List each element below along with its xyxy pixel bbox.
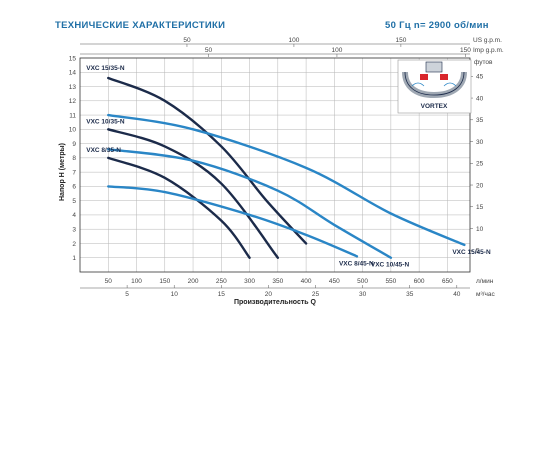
feet-unit-label: футов: [474, 59, 493, 66]
secondary-x-tick-label: 15: [218, 291, 226, 298]
series-curves: [107, 76, 466, 259]
us-gpm-unit-label: US g.p.m.: [473, 37, 502, 44]
y-tick-label: 13: [69, 84, 77, 91]
series-label: VXC 8/45-N: [339, 260, 374, 267]
series-label: VXC 15/45-N: [452, 249, 491, 256]
series-line: [107, 113, 466, 247]
x-axis-title: Производительность Q: [234, 299, 317, 306]
us-gpm-tick-label: 50: [183, 37, 191, 44]
series-label: VXC 15/35-N: [86, 65, 125, 72]
us-gpm-tick-label: 150: [395, 37, 406, 44]
secondary-x-tick-label: 25: [312, 291, 320, 298]
series-label: VXC 10/35-N: [86, 118, 125, 125]
y-tick-label: 12: [69, 98, 77, 105]
vortex-label: VORTEX: [421, 103, 448, 110]
x-tick-label: 50: [105, 278, 113, 285]
x-tick-label: 600: [414, 278, 425, 285]
series-line: [107, 148, 393, 259]
y-tick-label: 15: [69, 55, 77, 62]
imp-gpm-tick-label: 50: [205, 47, 213, 54]
x-tick-label: 550: [385, 278, 396, 285]
x-tick-label: 250: [216, 278, 227, 285]
feet-tick-label: 5: [476, 248, 480, 255]
series-labels: VXC 15/35-N VXC 10/35-N VXC 8/35-N VXC 15/4…: [86, 65, 491, 269]
secondary-x-tick-label: 20: [265, 291, 273, 298]
imp-gpm-unit-label: Imp g.p.m.: [473, 47, 504, 54]
x-tick-label: 400: [301, 278, 312, 285]
feet-tick-label: 25: [476, 161, 484, 168]
series-line: [107, 128, 280, 259]
y-tick-label: 2: [72, 241, 76, 248]
feet-tick-label: 40: [476, 95, 484, 102]
flow-arrows-icon: [411, 82, 457, 87]
secondary-x-tick-label: 5: [125, 291, 129, 298]
feet-tick-label: 20: [476, 182, 484, 189]
x-tick-label: 500: [357, 278, 368, 285]
y-tick-label: 4: [72, 212, 76, 219]
x-tick-label: 350: [272, 278, 283, 285]
secondary-x-tick-label: 40: [453, 291, 461, 298]
x-tick-label: 300: [244, 278, 255, 285]
feet-tick-label: 15: [476, 204, 484, 211]
secondary-x-tick-label: 35: [406, 291, 414, 298]
imp-gpm-tick-label: 150: [460, 47, 471, 54]
impeller-left-icon: [420, 74, 428, 80]
y-tick-label: 7: [72, 169, 76, 176]
y-tick-label: 6: [72, 184, 76, 191]
chart-frame: [79, 57, 471, 273]
secondary-x-tick-label: 10: [171, 291, 179, 298]
y-tick-label: 11: [69, 112, 76, 119]
feet-tick-label: 10: [476, 226, 484, 233]
secondary-x-unit-label: м³/час: [476, 291, 495, 298]
series-label: VXC 8/35-N: [86, 147, 121, 154]
feet-tick-label: 35: [476, 117, 484, 124]
series-line: [107, 76, 308, 245]
chart-subtitle: 50 Гц n= 2900 об/мин: [385, 20, 489, 31]
x-tick-label: 100: [131, 278, 142, 285]
x-unit-label: л/мин: [476, 278, 494, 285]
y-tick-label: 10: [69, 127, 77, 134]
secondary-x-tick-label: 30: [359, 291, 367, 298]
y-tick-label: 8: [72, 155, 76, 162]
x-tick-label: 200: [188, 278, 199, 285]
x-tick-label: 450: [329, 278, 340, 285]
feet-tick-label: 30: [476, 139, 484, 146]
y-tick-label: 14: [69, 70, 77, 77]
y-tick-label: 5: [72, 198, 76, 205]
vortex-inset: VORTEX: [397, 59, 472, 114]
series-label: VXC 10/45-N: [371, 262, 410, 269]
x-tick-label: 650: [442, 278, 453, 285]
motor-shaft-icon: [425, 61, 443, 73]
imp-gpm-tick-label: 100: [332, 47, 343, 54]
x-tick-label: 150: [159, 278, 170, 285]
feet-tick-label: 45: [476, 74, 484, 81]
y-tick-label: 3: [72, 227, 76, 234]
us-gpm-tick-label: 100: [289, 37, 300, 44]
y-tick-label: 1: [72, 255, 76, 262]
plot-frame: [79, 57, 471, 273]
series-line: [107, 185, 359, 258]
chart-title: ТЕХНИЧЕСКИЕ ХАРАКТЕРИСТИКИ: [55, 20, 226, 31]
y-axis-title: Напор H (метры): [59, 143, 66, 201]
y-tick-label: 9: [72, 141, 76, 148]
impeller-right-icon: [440, 74, 448, 80]
